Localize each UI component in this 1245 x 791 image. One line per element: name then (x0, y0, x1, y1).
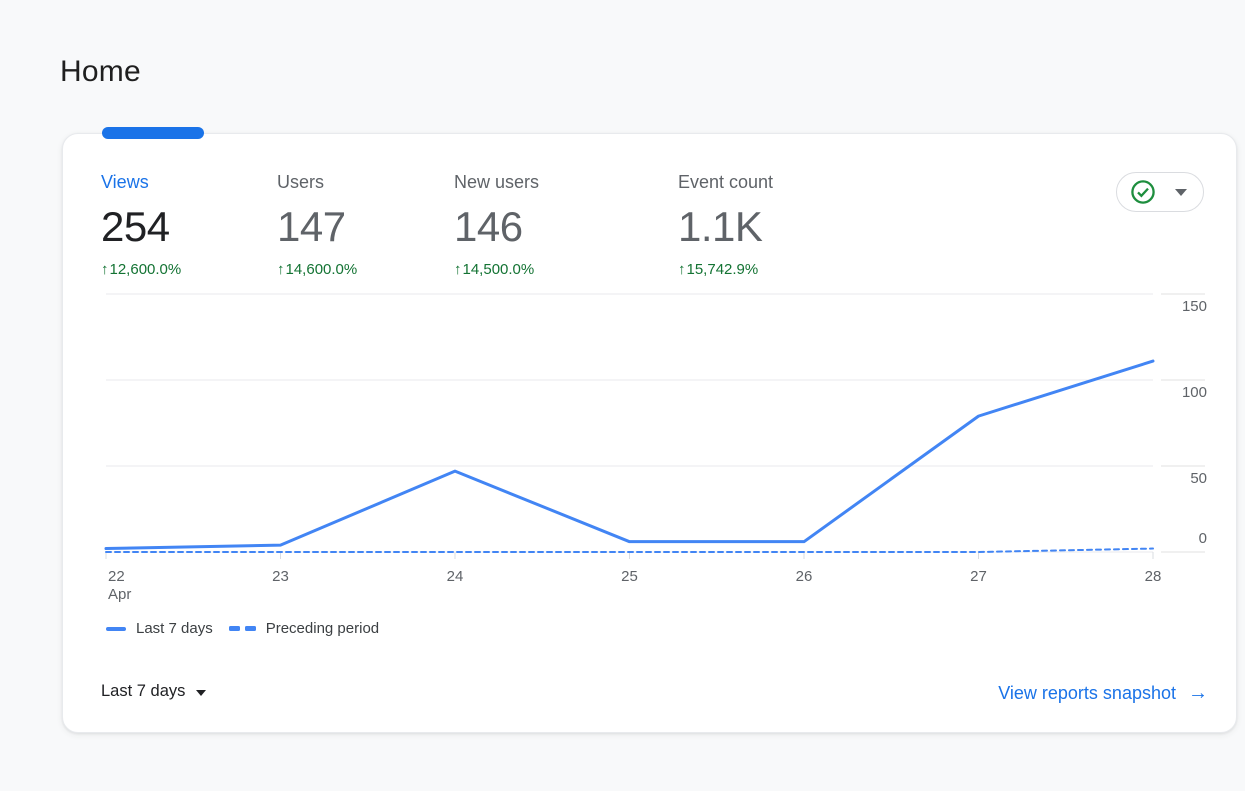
legend-label: Last 7 days (136, 620, 213, 637)
chart-legend: Last 7 days Preceding period (106, 620, 379, 637)
legend-label: Preceding period (265, 620, 380, 637)
svg-text:150: 150 (1182, 298, 1207, 315)
data-quality-button[interactable] (1116, 172, 1204, 212)
svg-text:27: 27 (970, 568, 987, 585)
metric-label: Event count (678, 172, 774, 192)
date-range-selector[interactable]: Last 7 days (101, 682, 207, 701)
metric-delta: ↑14,600.0% (277, 261, 358, 278)
svg-text:22: 22 (108, 568, 125, 585)
svg-text:26: 26 (796, 568, 813, 585)
svg-text:23: 23 (272, 568, 289, 585)
date-range-label: Last 7 days (101, 682, 186, 700)
metric-label: Views (101, 172, 149, 192)
metric-users[interactable]: Users 147 ↑14,600.0% (277, 172, 357, 278)
metric-delta: ↑14,500.0% (454, 261, 535, 278)
metric-value: 146 (454, 203, 523, 250)
up-arrow-icon: ↑ (277, 261, 285, 278)
metric-value: 254 (101, 203, 170, 250)
metric-new-users[interactable]: New users 146 ↑14,500.0% (454, 172, 539, 278)
svg-text:50: 50 (1190, 470, 1207, 487)
metric-label: Users (277, 172, 325, 192)
svg-text:24: 24 (447, 568, 464, 585)
caret-down-icon (1175, 188, 1187, 196)
metric-label: New users (454, 172, 540, 192)
metric-value: 147 (277, 203, 346, 250)
view-reports-snapshot-link[interactable]: View reports snapshot → (998, 682, 1208, 705)
legend-last-7-days: Last 7 days (106, 620, 213, 637)
legend-preceding-period: Preceding period (228, 620, 380, 637)
metric-delta: ↑12,600.0% (101, 261, 182, 278)
arrow-right-icon: → (1188, 682, 1208, 704)
page-title: Home (60, 55, 141, 88)
up-arrow-icon: ↑ (454, 261, 462, 278)
svg-text:Apr: Apr (108, 586, 131, 603)
metric-delta: ↑15,742.9% (678, 261, 759, 278)
metric-event-count[interactable]: Event count 1.1K ↑15,742.9% (678, 172, 773, 278)
check-circle-icon (1131, 180, 1155, 204)
dashed-line-icon (228, 626, 256, 631)
up-arrow-icon: ↑ (101, 261, 109, 278)
svg-text:0: 0 (1199, 530, 1207, 547)
svg-text:28: 28 (1145, 568, 1162, 585)
svg-text:25: 25 (621, 568, 638, 585)
link-label: View reports snapshot (998, 683, 1176, 703)
caret-down-icon (196, 690, 207, 696)
up-arrow-icon: ↑ (678, 261, 686, 278)
metric-value: 1.1K (678, 203, 763, 250)
selected-metric-indicator (102, 127, 204, 139)
solid-line-icon (106, 626, 126, 631)
overview-card: Views 254 ↑12,600.0% Users 147 ↑14,600.0… (62, 127, 1237, 733)
svg-text:100: 100 (1182, 384, 1207, 401)
metric-views[interactable]: Views 254 ↑12,600.0% (101, 172, 181, 278)
